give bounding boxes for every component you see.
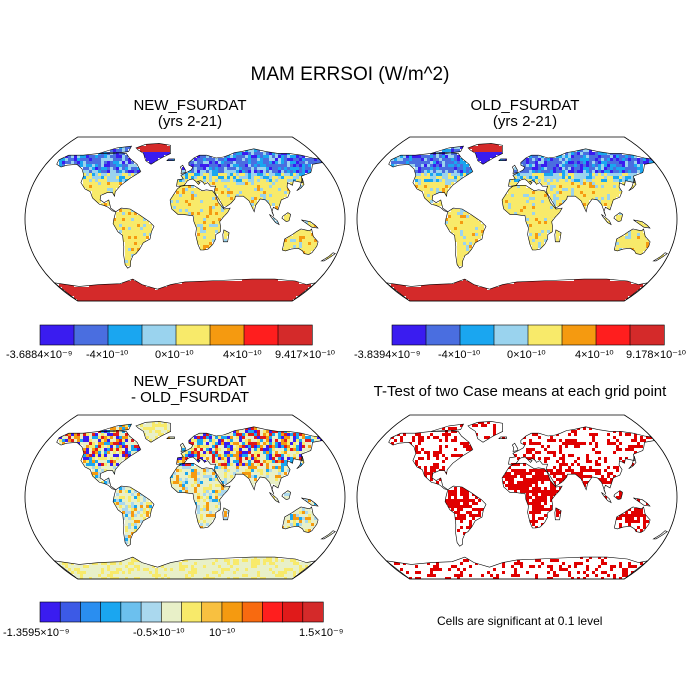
colorbar-diff xyxy=(39,601,324,623)
land-cells xyxy=(59,143,332,301)
cbar-new-tick-label: 0×10⁻¹⁰ xyxy=(155,349,194,361)
colorbar-swatch xyxy=(459,324,495,346)
colorbar-swatch xyxy=(201,601,223,623)
colorbar-swatch xyxy=(561,324,597,346)
colorbar-swatch xyxy=(243,324,279,346)
map-boundary xyxy=(356,414,678,580)
colorbar-swatch xyxy=(107,324,143,346)
colorbar-swatch xyxy=(277,324,313,346)
panel-diff-title: NEW_FSURDAT - OLD_FSURDAT xyxy=(40,374,340,406)
colorbar-swatch xyxy=(181,601,203,623)
map-boundary xyxy=(24,414,346,580)
colorbar-swatch xyxy=(425,324,461,346)
colorbar-swatch xyxy=(80,601,102,623)
colorbar-swatch xyxy=(493,324,529,346)
colorbar-swatch xyxy=(120,601,142,623)
colorbar-swatch xyxy=(595,324,631,346)
significance-note: Cells are significant at 0.1 level xyxy=(437,614,603,628)
panel-ttest-title: T-Test of two Case means at each grid po… xyxy=(350,384,690,400)
cbar-new-tick-label: -4×10⁻¹⁰ xyxy=(86,349,129,361)
cbar-old-tick-label: 4×10⁻¹⁰ xyxy=(575,349,614,361)
coastlines xyxy=(385,421,668,580)
cbar-new-tick-label: 9.417×10⁻¹⁰ xyxy=(275,349,336,361)
cbar-old-tick-label: 9.178×10⁻¹⁰ xyxy=(626,349,687,361)
land-cells xyxy=(391,143,664,301)
colorbar-swatch xyxy=(262,601,284,623)
colorbar-swatch xyxy=(39,601,61,623)
cbar-diff-tick-label: -1.3595×10⁻⁹ xyxy=(3,627,70,639)
panel-old-title-line2: (yrs 2-21) xyxy=(492,113,558,130)
map-new-fsurdat xyxy=(24,136,346,302)
cbar-new-tick-label: -3.6884×10⁻⁹ xyxy=(6,349,73,361)
colorbar-swatch xyxy=(302,601,324,623)
land-cells xyxy=(391,421,652,579)
land-cells xyxy=(59,421,332,579)
cbar-diff-tick-label: 10⁻¹⁰ xyxy=(209,627,236,639)
map-old-fsurdat xyxy=(356,136,678,302)
colorbar-swatch xyxy=(59,601,82,623)
colorbar-swatch xyxy=(221,601,243,623)
panel-new-title: NEW_FSURDAT (yrs 2-21) xyxy=(40,98,340,130)
panel-old-title-line1: OLD_FSURDAT xyxy=(470,97,580,114)
map-boundary xyxy=(24,136,346,302)
colorbar-swatch xyxy=(629,324,665,346)
panel-new-title-line2: (yrs 2-21) xyxy=(157,113,223,130)
colorbar-swatch xyxy=(241,601,263,623)
cbar-old-tick-label: -4×10⁻¹⁰ xyxy=(438,349,481,361)
colorbar-swatch xyxy=(175,324,211,346)
colorbar-swatch xyxy=(141,324,177,346)
colorbar-swatch xyxy=(527,324,563,346)
cbar-diff-tick-label: 1.5×10⁻⁹ xyxy=(299,627,344,639)
colorbar-swatch xyxy=(73,324,109,346)
cbar-old-tick-label: -3.8394×10⁻⁹ xyxy=(354,349,421,361)
colorbar-swatch xyxy=(100,601,122,623)
colorbar-swatch xyxy=(282,601,304,623)
map-difference xyxy=(24,414,346,580)
panel-old-title: OLD_FSURDAT (yrs 2-21) xyxy=(375,98,675,130)
figure-title: MAM ERRSOI (W/m^2) xyxy=(250,64,450,85)
panel-diff-title-line1: NEW_FSURDAT xyxy=(133,373,247,390)
map-boundary xyxy=(356,136,678,302)
colorbar-swatch xyxy=(140,601,162,623)
colorbar-old xyxy=(391,324,665,346)
colorbar-swatch xyxy=(39,324,75,346)
map-ttest xyxy=(356,414,678,580)
panel-diff-title-line2: - OLD_FSURDAT xyxy=(130,389,250,406)
colorbar-new xyxy=(39,324,313,346)
cbar-new-tick-label: 4×10⁻¹⁰ xyxy=(223,349,262,361)
cbar-old-tick-label: 0×10⁻¹⁰ xyxy=(507,349,546,361)
panel-new-title-line1: NEW_FSURDAT xyxy=(133,97,247,114)
colorbar-swatch xyxy=(209,324,245,346)
colorbar-swatch xyxy=(391,324,427,346)
cbar-diff-tick-label: -0.5×10⁻¹⁰ xyxy=(133,627,185,639)
panel-ttest-title-line1: T-Test of two Case means at each grid po… xyxy=(373,383,667,400)
colorbar-swatch xyxy=(160,601,183,623)
coastlines xyxy=(385,143,668,302)
